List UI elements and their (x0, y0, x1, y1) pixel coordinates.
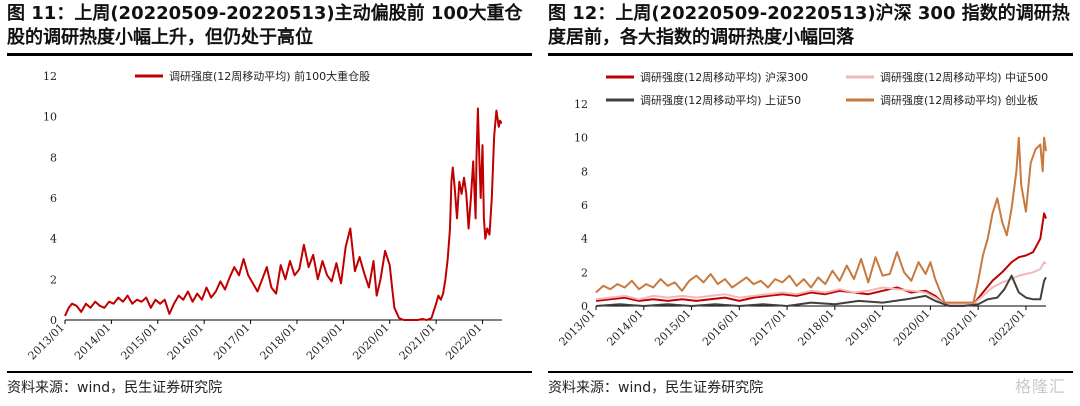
y-tick-label: 2 (50, 273, 57, 286)
x-tick-label: 2021/01 (397, 321, 439, 363)
y-tick-label: 10 (43, 111, 57, 124)
x-tick-label: 2013/01 (557, 307, 599, 349)
bottom-rule (548, 371, 1073, 373)
y-tick-label: 12 (43, 70, 57, 83)
y-tick-label: 8 (581, 165, 588, 178)
x-tick-label: 2016/01 (165, 321, 207, 363)
legend-label: 调研强度(12周移动平均) 沪深300 (640, 70, 808, 84)
figure-11-title: 图 11：上周(20220509-20220513)主动偏股前 100大重仓股的… (7, 3, 523, 48)
y-tick-label: 2 (581, 266, 588, 279)
y-tick-label: 12 (574, 98, 588, 111)
x-tick-label: 2015/01 (652, 307, 694, 349)
legend-label: 调研强度(12周移动平均) 中证500 (880, 70, 1048, 84)
x-tick-label: 2013/01 (26, 321, 68, 363)
x-tick-label: 2015/01 (118, 321, 160, 363)
legend-label: 调研强度(12周移动平均) 上证50 (640, 93, 801, 107)
series-line (595, 274, 1047, 307)
y-tick-label: 10 (574, 132, 588, 145)
right-panel: 图 12：上周(20220509-20220513)沪深 300 指数的调研热度… (548, 0, 1073, 406)
series-line (595, 136, 1047, 304)
figure-12-title: 图 12：上周(20220509-20220513)沪深 300 指数的调研热度… (548, 3, 1070, 48)
y-tick-label: 4 (581, 233, 588, 246)
y-tick-label: 0 (581, 300, 588, 313)
bottom-rule (7, 371, 532, 373)
x-tick-label: 2021/01 (939, 307, 981, 349)
x-tick-label: 2014/01 (72, 321, 114, 363)
top-rule (7, 53, 532, 56)
y-tick-label: 0 (50, 314, 57, 327)
x-tick-label: 2020/01 (350, 321, 392, 363)
x-tick-label: 2018/01 (258, 321, 300, 363)
watermark-logo: 格隆汇 (1014, 377, 1066, 396)
y-tick-label: 8 (50, 151, 57, 164)
top-rule (548, 53, 1073, 56)
figure-11-source: 资料来源：wind，民生证券研究院 (7, 380, 223, 396)
x-tick-label: 2014/01 (604, 307, 646, 349)
x-tick-label: 2020/01 (891, 307, 933, 349)
y-tick-label: 4 (50, 233, 57, 246)
left-panel: 图 11：上周(20220509-20220513)主动偏股前 100大重仓股的… (7, 0, 532, 406)
x-tick-label: 2019/01 (304, 321, 346, 363)
x-tick-label: 2022/01 (443, 321, 485, 363)
x-tick-label: 2016/01 (700, 307, 742, 349)
x-tick-label: 2018/01 (795, 307, 837, 349)
y-tick-label: 6 (50, 192, 57, 205)
x-tick-label: 2019/01 (843, 307, 885, 349)
x-tick-label: 2017/01 (748, 307, 790, 349)
x-tick-label: 2017/01 (211, 321, 253, 363)
series-line (595, 212, 1047, 306)
legend-label: 调研强度(12周移动平均) 前100大重仓股 (169, 69, 370, 83)
x-tick-label: 2022/01 (987, 307, 1029, 349)
y-tick-label: 6 (581, 199, 588, 212)
figure-12-source: 资料来源：wind，民生证券研究院 (548, 380, 764, 396)
legend-label: 调研强度(12周移动平均) 创业板 (880, 93, 1038, 107)
series-line (64, 107, 503, 321)
